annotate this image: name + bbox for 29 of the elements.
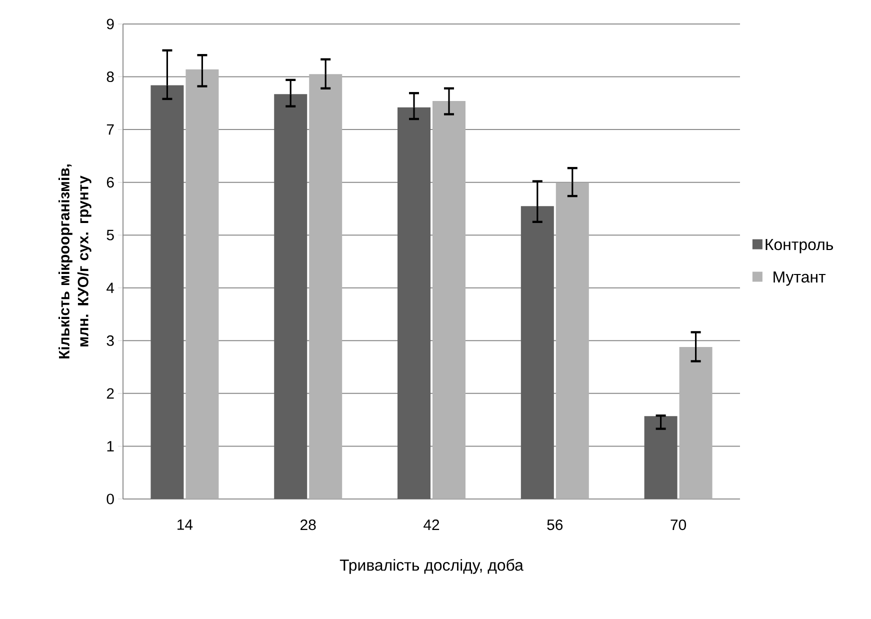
bar	[186, 69, 219, 499]
x-tick-label: 56	[547, 520, 563, 530]
legend-label: Мутант	[774, 271, 826, 286]
bar	[150, 85, 184, 499]
bar	[644, 416, 678, 499]
x-tick-label: 14	[178, 520, 193, 530]
bar	[398, 107, 431, 499]
y-tick-label: 8	[106, 71, 114, 82]
y-tick-label: 3	[106, 335, 114, 346]
y-tick-label: 2	[106, 388, 114, 399]
y-tick-label: 4	[106, 282, 114, 294]
y-tick-label: 9	[106, 18, 114, 30]
bar	[679, 346, 712, 499]
x-tick-label: 42	[424, 520, 440, 530]
bar	[432, 101, 466, 499]
y-axis-title: Кількість мікроорганізмів, млн. КУО/г сух. грунту	[58, 164, 92, 358]
x-tick-label: 70	[670, 520, 686, 530]
bar	[556, 182, 589, 499]
x-tick-label: 28	[300, 520, 316, 530]
y-tick-label: 7	[106, 124, 114, 135]
legend-label: Контроль	[766, 239, 834, 254]
bar	[520, 206, 554, 499]
x-axis-title: Тривалість досліду, доба	[340, 558, 524, 574]
y-tick-label: 0	[106, 494, 114, 504]
bar	[309, 74, 342, 499]
bar	[274, 94, 308, 499]
y-tick-label: 1	[107, 441, 114, 452]
y-tick-label: 6	[106, 177, 114, 188]
y-tick-label: 5	[106, 230, 114, 240]
